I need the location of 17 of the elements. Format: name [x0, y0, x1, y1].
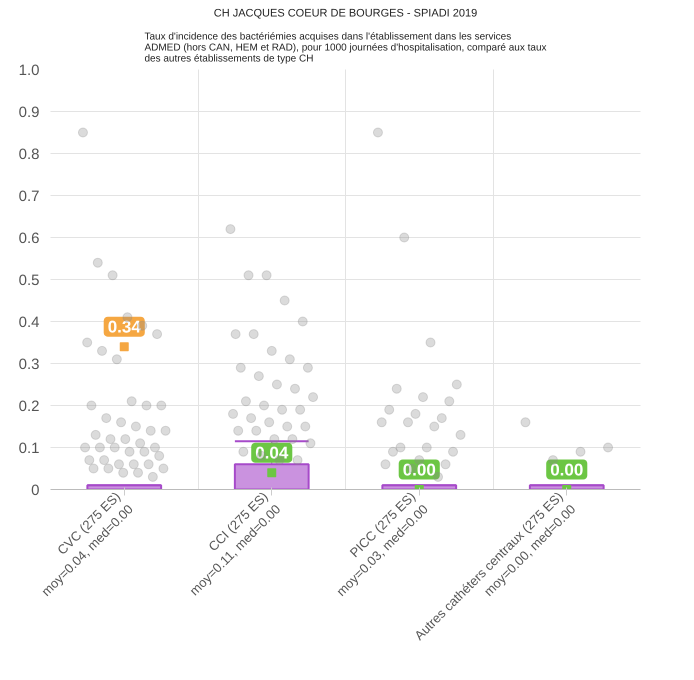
- y-tick-label: 1.0: [18, 62, 40, 79]
- data-label: 0.00: [402, 460, 436, 480]
- chart-title: CH JACQUES COEUR DE BOURGES - SPIADI 2019: [214, 8, 478, 20]
- y-tick-label: 0.1: [18, 440, 40, 457]
- chart-subtitle: Taux d'incidence des bactériémies acquises dans l'établissement dans les services ADMED (hors CAN, HEM et RAD), pour 1000 journées d'hospitalisation, comparé aux taux des autres établissements de type CH: [144, 32, 547, 64]
- y-tick-label: 0.9: [18, 104, 40, 121]
- y-tick-label: 0: [31, 482, 40, 499]
- data-label: 0.04: [255, 444, 289, 463]
- data-label: 0.34: [108, 318, 142, 337]
- y-tick-label: 0.8: [18, 146, 40, 163]
- y-tick-label: 0.6: [18, 230, 40, 247]
- data-label: 0.00: [550, 460, 584, 480]
- y-tick-label: 0.3: [18, 356, 40, 373]
- y-tick-label: 0.2: [18, 398, 40, 415]
- y-tick-label: 0.4: [18, 314, 40, 331]
- y-tick-label: 0.7: [18, 188, 40, 205]
- y-tick-label: 0.5: [18, 272, 40, 289]
